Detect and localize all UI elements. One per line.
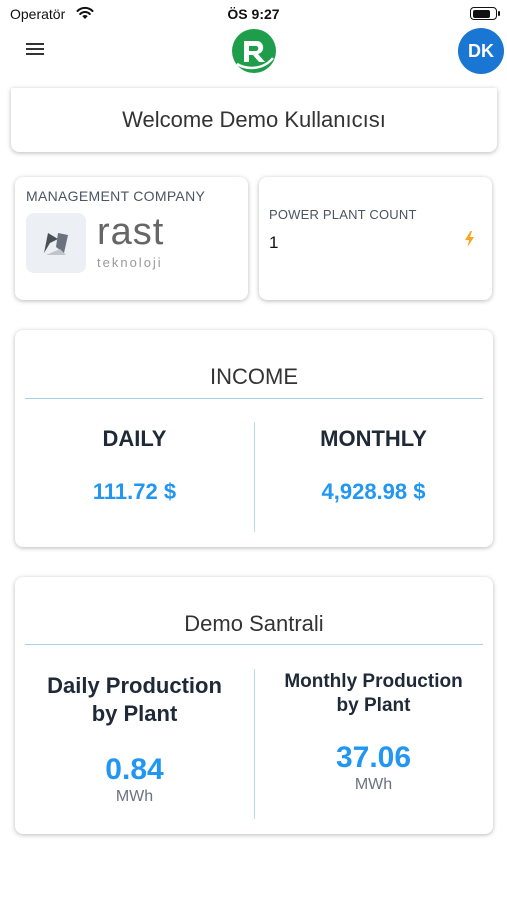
hamburger-menu-icon[interactable] — [24, 40, 46, 60]
daily-production-label-line2: by Plant — [91, 701, 178, 726]
management-company-label: MANAGEMENT COMPANY — [26, 188, 206, 204]
monthly-production-unit: MWh — [354, 776, 393, 793]
status-time: ÖS 9:27 — [227, 6, 280, 22]
status-bar: Operatör ÖS 9:27 — [0, 0, 507, 28]
income-daily-label: DAILY — [102, 426, 167, 451]
app-logo — [232, 29, 276, 73]
power-plant-count-card[interactable]: POWER PLANT COUNT 1 — [259, 177, 492, 300]
income-monthly-label: MONTHLY — [320, 426, 427, 451]
income-title: INCOME — [210, 364, 298, 389]
daily-production-unit: MWh — [115, 788, 154, 805]
monthly-production-value: 37.06 — [335, 741, 412, 774]
daily-production-value: 0.84 — [105, 753, 164, 786]
company-logo-subtitle: teknoloji — [97, 255, 163, 270]
company-logo-word: rast — [97, 211, 165, 253]
daily-production-label-line1: Daily Production — [47, 673, 222, 698]
income-card: INCOME DAILY 111.72 $ MONTHLY 4,928.98 $ — [15, 330, 493, 547]
lightning-bolt-icon — [465, 231, 474, 247]
production-column-divider — [254, 669, 255, 819]
welcome-text: Welcome Demo Kullanıcısı — [122, 107, 386, 132]
wifi-icon — [76, 6, 94, 19]
daily-production-label: Daily Production by Plant — [15, 672, 254, 728]
management-company-card: MANAGEMENT COMPANY rast teknoloji — [15, 177, 248, 300]
income-divider — [25, 398, 483, 399]
welcome-card: Welcome Demo Kullanıcısı — [11, 88, 497, 152]
battery-icon — [470, 7, 500, 20]
company-logo-icon — [26, 213, 86, 273]
plant-production-card: Demo Santrali Daily Production by Plant … — [15, 577, 493, 834]
carrier-name: Operatör — [10, 6, 66, 22]
user-avatar[interactable]: DK — [458, 28, 504, 74]
plant-name-title: Demo Santrali — [184, 611, 324, 636]
plant-production-divider — [25, 644, 483, 645]
battery-level — [472, 9, 491, 18]
monthly-production-label-line1: Monthly Production — [284, 671, 463, 692]
monthly-production-label: Monthly Production by Plant — [254, 670, 493, 718]
income-monthly-value: 4,928.98 $ — [321, 479, 426, 504]
income-column-divider — [254, 422, 255, 532]
monthly-production-label-line2: by Plant — [336, 695, 411, 716]
income-daily-value: 111.72 $ — [92, 479, 177, 504]
power-plant-count-value: 1 — [269, 233, 279, 252]
power-plant-count-label: POWER PLANT COUNT — [269, 207, 417, 222]
